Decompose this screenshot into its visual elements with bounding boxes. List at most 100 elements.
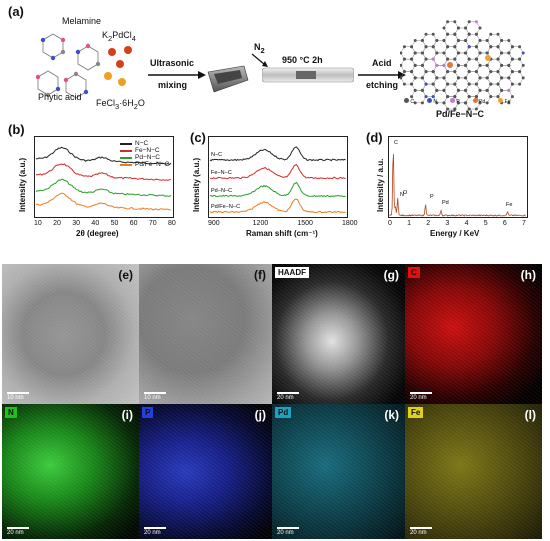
scale-bar: 20 nm — [7, 527, 29, 536]
acid-label: Acid — [372, 58, 392, 68]
xrd-legend: N−C Fe−N−C Pd−N−C Pd/Fe−N−C — [120, 140, 169, 168]
raman-series-label: Fe−N−C — [211, 170, 232, 176]
raman-series-label: Pd/Fe−N−C — [211, 204, 240, 210]
micrograph-label: (e) — [118, 268, 133, 282]
xtick: 1200 — [252, 220, 269, 227]
mixing-label: mixing — [158, 80, 188, 90]
micrograph-e: (e) 10 nm — [2, 264, 139, 404]
arrow-2 — [358, 71, 406, 79]
scale-bar: 20 nm — [410, 527, 432, 536]
precursor-molecules — [35, 33, 101, 99]
xtick: 80 — [168, 220, 176, 227]
xtick: 0 — [388, 220, 392, 227]
xtick: 70 — [148, 220, 157, 227]
micrograph-h: (h) C 20 nm — [405, 264, 542, 404]
element-legend: C N P Pd Fe — [404, 98, 511, 105]
micrograph-label: (i) — [121, 408, 133, 422]
eds-peak-label: Pd — [442, 200, 449, 206]
raman-series-label: N−C — [211, 152, 222, 158]
gas-arrow — [251, 53, 268, 67]
element-map-chip: C — [408, 267, 420, 278]
xtick: 1 — [407, 220, 412, 227]
raman-series-label: Pd−N−C — [211, 188, 232, 194]
raman-series-0 — [209, 146, 346, 162]
raman-series-3 — [209, 198, 346, 214]
micrograph-k: (k) Pd 20 nm — [272, 404, 405, 539]
eds-spectrum — [389, 154, 526, 217]
micrograph-f: (f) 10 nm — [139, 264, 272, 404]
phytic-acid-label: Phytic acid — [38, 92, 82, 102]
scale-bar: 20 nm — [144, 527, 166, 536]
ultrasonic-label: Ultrasonic — [150, 58, 195, 68]
micrograph-label: (l) — [524, 408, 536, 422]
xtick: 2 — [426, 220, 431, 227]
tube-furnace — [262, 67, 354, 83]
panel-a-label: (a) — [8, 4, 24, 19]
xtick: 900 — [208, 220, 220, 227]
eds-peak-label: O — [403, 190, 408, 196]
k2pdcl4-label: K2PdCl4 — [102, 30, 136, 43]
scale-bar: 10 nm — [144, 392, 166, 401]
panel-b-ylabel: Intensity (a.u.) — [18, 157, 27, 212]
xrd-legend-item: N−C — [120, 140, 169, 147]
crucible-boat — [207, 65, 249, 93]
legend-fe: Fe — [498, 98, 511, 105]
eds-peak-label: N — [400, 192, 404, 198]
xrd-legend-item: Pd/Fe−N−C — [120, 161, 169, 168]
element-map-chip: N — [5, 407, 17, 418]
raman-series-1 — [210, 163, 346, 180]
legend-n: N — [427, 98, 437, 105]
panel-b-xlabel: 2θ (degree) — [76, 229, 119, 238]
scale-bar: 20 nm — [277, 392, 299, 401]
eds-peak-label: Fe — [506, 202, 512, 208]
etching-label: etching — [366, 80, 399, 90]
xtick: 1800 — [342, 220, 358, 227]
xrd-series-0 — [35, 146, 172, 166]
xtick: 6 — [502, 220, 507, 227]
panel-c-xlabel: Raman shift (cm⁻¹) — [246, 229, 318, 238]
xtick: 1500 — [297, 220, 313, 227]
element-map-chip: Fe — [408, 407, 424, 418]
panel-d-label: (d) — [366, 130, 383, 145]
xrd-series-3 — [35, 192, 172, 211]
arrow-1 — [148, 71, 206, 79]
xtick: 30 — [72, 220, 81, 227]
micrograph-label: (k) — [384, 408, 399, 422]
micrograph-label: (g) — [383, 268, 399, 282]
micrograph-g: (g) HAADF 20 nm — [272, 264, 405, 404]
micrograph-i: (i) N 20 nm — [2, 404, 139, 539]
panel-d-xlabel: Energy / KeV — [430, 229, 480, 238]
legend-c: C — [404, 98, 414, 105]
raman-series-2 — [209, 181, 346, 198]
eds-plot: C N O P Pd Fe — [388, 136, 528, 218]
eds-peak-label: C — [394, 140, 398, 146]
graphene-product-model — [400, 20, 525, 112]
xtick: 40 — [91, 220, 100, 227]
xtick: 4 — [464, 220, 469, 227]
xrd-series-1 — [35, 163, 172, 181]
xrd-legend-item: Fe−N−C — [120, 147, 169, 154]
metal-salt-spheres — [104, 46, 132, 86]
legend-pd: Pd — [472, 98, 485, 105]
xtick: 60 — [129, 220, 138, 227]
xrd-series-2 — [35, 178, 172, 197]
eds-peak-label: P — [430, 194, 434, 200]
xtick: 20 — [53, 220, 61, 227]
micrograph-j: (j) P 20 nm — [139, 404, 272, 539]
element-map-chip: Pd — [275, 407, 292, 418]
micrograph-l: (l) Fe 20 nm — [405, 404, 542, 539]
xtick: 10 — [34, 220, 42, 227]
temperature-label: 950 °C 2h — [282, 55, 323, 65]
scale-bar: 20 nm — [277, 527, 299, 536]
micrograph-label: (j) — [254, 408, 266, 422]
legend-p: P — [450, 98, 460, 105]
micrograph-label: (h) — [520, 268, 536, 282]
n2-label: N2 — [254, 42, 265, 55]
raman-xticks: 900 1200 1500 1800 — [202, 220, 358, 230]
element-map-chip: P — [142, 407, 154, 418]
xtick: 5 — [483, 220, 488, 227]
panel-d-ylabel: Intensity / a.u. — [376, 158, 385, 212]
xrd-plot — [34, 136, 174, 218]
eds-xticks: 0 1 2 3 4 5 6 7 — [382, 220, 534, 230]
xtick: 7 — [522, 220, 526, 227]
